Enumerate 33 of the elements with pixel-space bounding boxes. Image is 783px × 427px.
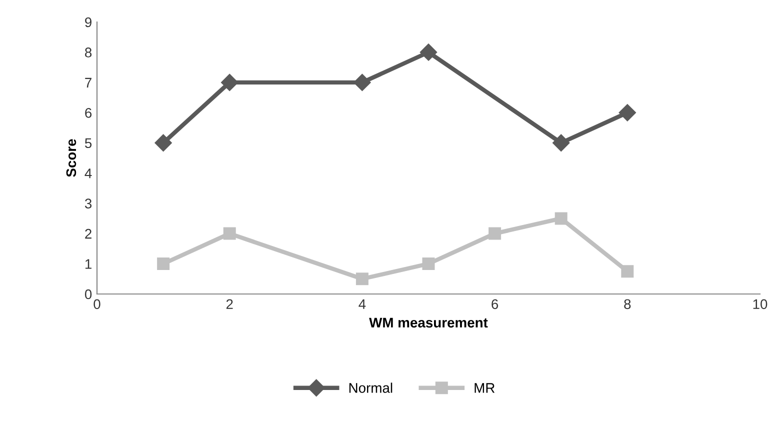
point	[221, 74, 238, 91]
x-tick-label: 6	[492, 299, 498, 310]
point	[157, 258, 170, 270]
point	[420, 44, 438, 61]
y-tick-label: 7	[85, 78, 92, 88]
point	[554, 212, 568, 225]
point	[356, 272, 368, 286]
x-axis-title: WM measurement	[369, 318, 488, 328]
y-tick-label: 8	[85, 48, 92, 58]
point	[223, 227, 236, 240]
y-tick-label: 9	[85, 17, 92, 28]
point	[154, 134, 172, 152]
x-tick-label: 2	[226, 299, 233, 309]
point	[552, 134, 570, 152]
y-tick-label: 6	[85, 108, 92, 118]
y-tick-label: 3	[84, 198, 92, 209]
point	[621, 265, 634, 278]
y-tick-label: 4	[84, 168, 92, 178]
y-tick-label: 5	[84, 138, 92, 148]
y-tick-label: 1	[85, 259, 92, 269]
x-tick-label: 4	[358, 299, 366, 309]
legend-label: Normal	[349, 382, 392, 393]
x-tick-label: 8	[624, 299, 631, 310]
point	[422, 258, 435, 270]
y-axis-title: Score	[66, 139, 76, 177]
point	[488, 227, 502, 240]
x-tick-label: 0	[94, 299, 100, 310]
x-tick-label: 10	[753, 299, 768, 310]
legend-label: MR	[474, 383, 495, 393]
point	[354, 74, 371, 91]
y-tick-label: 2	[85, 228, 92, 239]
point	[618, 104, 636, 122]
y-tick-label: 0	[84, 289, 92, 300]
